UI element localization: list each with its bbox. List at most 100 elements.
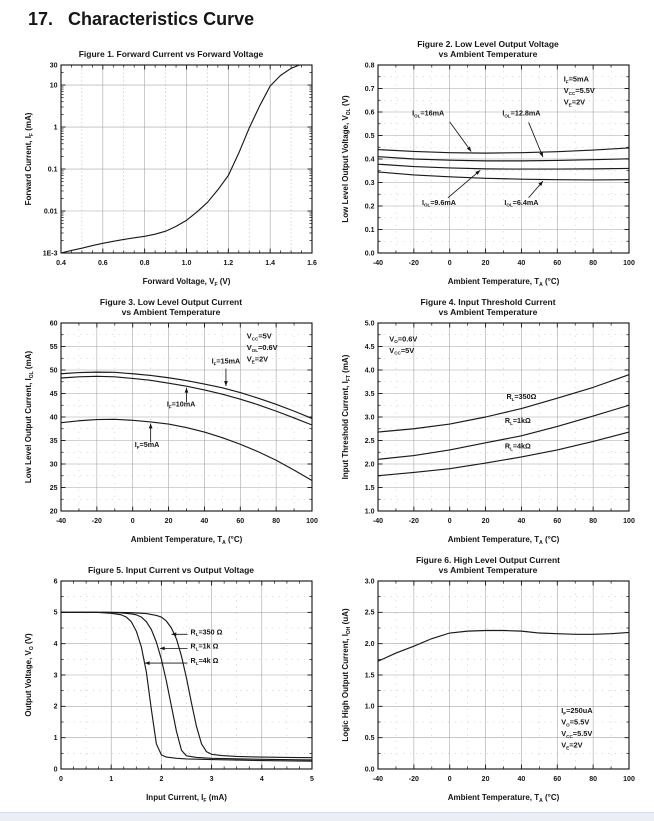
svg-text:25: 25 (50, 485, 58, 492)
svg-text:Ambient Temperature, TA (°C): Ambient Temperature, TA (°C) (448, 793, 560, 804)
svg-text:4.0: 4.0 (365, 367, 375, 374)
svg-text:0.6: 0.6 (365, 109, 375, 116)
svg-text:0.4: 0.4 (56, 260, 66, 267)
svg-text:80: 80 (589, 518, 597, 525)
svg-text:55: 55 (50, 344, 58, 351)
svg-text:5: 5 (54, 610, 58, 617)
svg-text:40: 40 (518, 260, 526, 267)
svg-text:IOL=16mA: IOL=16mA (412, 109, 444, 119)
svg-text:RL=4kΩ: RL=4kΩ (505, 441, 531, 451)
svg-text:Ambient Temperature, TA (°C): Ambient Temperature, TA (°C) (448, 277, 560, 288)
svg-text:30: 30 (50, 62, 58, 69)
svg-text:1: 1 (54, 735, 58, 742)
svg-text:IOL=12.8mA: IOL=12.8mA (502, 109, 540, 119)
svg-text:100: 100 (306, 518, 318, 525)
figure-4-chart: -40 -20 0 20 40 60 80 100 1.0 1.5 2.0 2.5 3.0 3.5 4.0 4… (341, 320, 635, 546)
svg-text:0.5: 0.5 (365, 735, 375, 742)
svg-text:1.0: 1.0 (365, 704, 375, 711)
svg-text:VE=2V: VE=2V (561, 741, 582, 751)
figure-4-title: Figure 4. Input Threshold Current vs Ambi… (420, 297, 556, 317)
svg-text:1.0: 1.0 (182, 260, 192, 267)
svg-text:-40: -40 (373, 260, 383, 267)
svg-text:Logic High Output Current, IOH: Logic High Output Current, IOH (uA) (341, 608, 352, 742)
svg-text:20: 20 (482, 260, 490, 267)
svg-text:100: 100 (623, 776, 635, 783)
svg-text:80: 80 (589, 776, 597, 783)
svg-text:2.5: 2.5 (365, 610, 375, 617)
svg-text:RL=350 Ω: RL=350 Ω (191, 627, 223, 637)
svg-text:-20: -20 (409, 518, 419, 525)
figure-4: Figure 4. Input Threshold Current vs Ambi… (330, 296, 646, 547)
svg-text:30: 30 (50, 461, 58, 468)
figure-2-title: Figure 2. Low Level Output Voltage vs Amb… (417, 39, 559, 59)
svg-text:0.01: 0.01 (44, 208, 58, 215)
svg-text:40: 40 (50, 414, 58, 421)
svg-text:VO=0.6V: VO=0.6V (389, 334, 417, 344)
svg-text:0.7: 0.7 (365, 86, 375, 93)
svg-text:0: 0 (448, 776, 452, 783)
svg-text:60: 60 (553, 776, 561, 783)
svg-text:4: 4 (54, 641, 58, 648)
svg-text:IF=250uA: IF=250uA (561, 706, 593, 716)
svg-text:0.5: 0.5 (365, 133, 375, 140)
svg-text:80: 80 (272, 518, 280, 525)
svg-text:4.5: 4.5 (365, 344, 375, 351)
svg-text:RL=1kΩ: RL=1kΩ (505, 416, 531, 426)
svg-text:Low Level Output Current, IOL: Low Level Output Current, IOL (mA) (24, 351, 35, 484)
svg-text:50: 50 (50, 367, 58, 374)
svg-text:VCC=5.5V: VCC=5.5V (564, 86, 595, 96)
section-heading: 17. Characteristics Curve (0, 0, 654, 30)
svg-text:-20: -20 (409, 260, 419, 267)
svg-text:IF=5mA: IF=5mA (564, 74, 590, 84)
svg-text:3: 3 (210, 776, 214, 783)
svg-text:-20: -20 (409, 776, 419, 783)
svg-text:VE=2V: VE=2V (247, 355, 268, 365)
figure-6-chart: -40 -20 0 20 40 60 80 100 0.0 0.5 1.0 1.5 2.0 2.5 3.0 A… (341, 578, 635, 804)
svg-text:1: 1 (109, 776, 113, 783)
svg-text:3.0: 3.0 (365, 578, 375, 585)
svg-text:Forward Voltage, VF (V): Forward Voltage, VF (V) (143, 277, 231, 288)
svg-text:Forward Current, IF (mA): Forward Current, IF (mA) (24, 112, 35, 205)
svg-text:Low Level Output Voltage, VOL: Low Level Output Voltage, VOL (V) (341, 95, 352, 223)
svg-text:1.5: 1.5 (365, 672, 375, 679)
svg-text:60: 60 (553, 260, 561, 267)
svg-text:Input Current, IF (mA): Input Current, IF (mA) (146, 793, 227, 804)
svg-text:RL=350Ω: RL=350Ω (506, 392, 536, 402)
figure-6: Figure 6. High Level Output Current vs Am… (330, 554, 646, 805)
svg-text:35: 35 (50, 438, 58, 445)
svg-text:3.0: 3.0 (365, 414, 375, 421)
svg-text:VCC=5.5V: VCC=5.5V (561, 729, 592, 739)
svg-text:0: 0 (131, 518, 135, 525)
figure-3-title: Figure 3. Low Level Output Current vs Amb… (99, 297, 243, 317)
svg-text:40: 40 (518, 518, 526, 525)
svg-text:0.1: 0.1 (365, 227, 375, 234)
svg-text:60: 60 (50, 320, 58, 327)
svg-text:0.8: 0.8 (140, 260, 150, 267)
svg-text:100: 100 (623, 518, 635, 525)
figure-6-title: Figure 6. High Level Output Current vs Am… (415, 555, 561, 575)
svg-text:1: 1 (54, 124, 58, 131)
figure-2-chart: -40 -20 0 20 40 60 80 100 0.0 0.1 0.2 0.3 0.4 0.5 0.6 0… (341, 62, 635, 288)
figure-3-chart: -40 -20 0 20 40 60 80 100 20 25 30 35 40 45 50 55 60 Ambi… (24, 320, 318, 546)
svg-text:20: 20 (50, 508, 58, 515)
svg-text:0.6: 0.6 (98, 260, 108, 267)
svg-text:0.8: 0.8 (365, 62, 375, 69)
svg-text:10: 10 (50, 82, 58, 89)
svg-text:5: 5 (310, 776, 314, 783)
svg-text:0: 0 (448, 518, 452, 525)
svg-text:Output Voltage, VO (V): Output Voltage, VO (V) (24, 633, 35, 717)
figure-1-title: Figure 1. Forward Current vs Forward Vol… (78, 49, 264, 59)
svg-text:-40: -40 (373, 776, 383, 783)
svg-text:0.0: 0.0 (365, 250, 375, 257)
svg-text:2.0: 2.0 (365, 461, 375, 468)
svg-text:-40: -40 (56, 518, 66, 525)
figure-2: Figure 2. Low Level Output Voltage vs Amb… (330, 38, 646, 289)
svg-text:2: 2 (54, 704, 58, 711)
svg-text:-40: -40 (373, 518, 383, 525)
svg-text:RL=1k Ω: RL=1k Ω (191, 641, 219, 651)
svg-text:RL=4k Ω: RL=4k Ω (191, 656, 219, 666)
svg-text:20: 20 (482, 518, 490, 525)
svg-text:60: 60 (553, 518, 561, 525)
svg-text:VCC=5V: VCC=5V (389, 346, 414, 356)
